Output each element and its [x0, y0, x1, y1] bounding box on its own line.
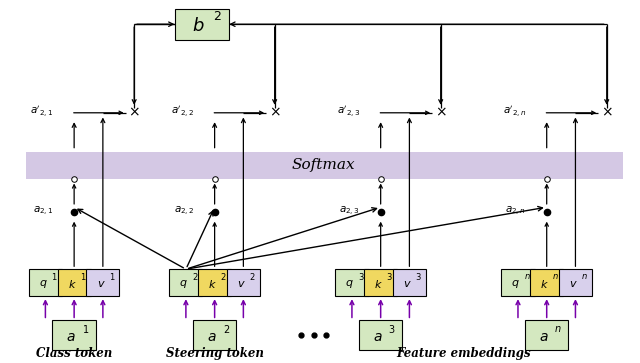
Text: $a$: $a$: [207, 330, 216, 344]
Text: $2$: $2$: [213, 10, 221, 23]
Text: $2$: $2$: [249, 272, 255, 282]
Text: $a_{2,n}$: $a_{2,n}$: [506, 205, 526, 218]
Bar: [26, 152, 623, 179]
Text: $v$: $v$: [237, 279, 246, 289]
Text: $b$: $b$: [193, 17, 205, 35]
Text: $a'_{2,1}$: $a'_{2,1}$: [30, 104, 54, 119]
Text: $\times$: $\times$: [435, 106, 447, 120]
Text: $v$: $v$: [569, 279, 578, 289]
FancyBboxPatch shape: [525, 321, 568, 350]
Text: $v$: $v$: [97, 279, 106, 289]
Text: $q$: $q$: [38, 278, 47, 290]
Text: $q$: $q$: [511, 278, 520, 290]
Text: $a_{2,2}$: $a_{2,2}$: [173, 205, 194, 218]
Text: $2$: $2$: [220, 272, 227, 282]
Text: $q$: $q$: [345, 278, 354, 290]
FancyBboxPatch shape: [364, 269, 397, 296]
Text: $k$: $k$: [208, 278, 217, 290]
FancyBboxPatch shape: [29, 269, 62, 296]
Text: $v$: $v$: [403, 279, 412, 289]
FancyBboxPatch shape: [393, 269, 426, 296]
FancyBboxPatch shape: [501, 269, 534, 296]
FancyBboxPatch shape: [227, 269, 260, 296]
Text: $3$: $3$: [387, 272, 393, 282]
FancyBboxPatch shape: [52, 321, 96, 350]
Text: $3$: $3$: [388, 323, 396, 335]
FancyBboxPatch shape: [175, 9, 229, 40]
Text: $\times$: $\times$: [601, 106, 612, 120]
Text: $a_{2,3}$: $a_{2,3}$: [339, 205, 360, 218]
FancyBboxPatch shape: [198, 269, 231, 296]
Text: $1$: $1$: [80, 272, 86, 282]
Text: Softmax: Softmax: [291, 158, 355, 172]
Text: $n$: $n$: [552, 273, 559, 281]
Text: $n$: $n$: [581, 273, 588, 281]
Text: $1$: $1$: [109, 272, 115, 282]
Text: $\times$: $\times$: [269, 106, 280, 120]
Text: Steering token: Steering token: [166, 347, 264, 360]
Text: Feature embeddings: Feature embeddings: [396, 347, 531, 360]
FancyBboxPatch shape: [530, 269, 563, 296]
Text: $1$: $1$: [51, 272, 58, 282]
Text: $k$: $k$: [68, 278, 77, 290]
Text: $3$: $3$: [358, 272, 364, 282]
Text: $k$: $k$: [374, 278, 383, 290]
Text: $q$: $q$: [179, 278, 188, 290]
Text: $a_{2,1}$: $a_{2,1}$: [33, 205, 54, 218]
FancyBboxPatch shape: [335, 269, 369, 296]
Text: $a'_{2,n}$: $a'_{2,n}$: [502, 104, 526, 119]
Text: $k$: $k$: [540, 278, 549, 290]
Text: $n$: $n$: [524, 273, 531, 281]
FancyBboxPatch shape: [193, 321, 236, 350]
Text: $a$: $a$: [539, 330, 548, 344]
FancyBboxPatch shape: [359, 321, 403, 350]
Text: $2$: $2$: [223, 323, 230, 335]
FancyBboxPatch shape: [58, 269, 91, 296]
Text: $a$: $a$: [66, 330, 76, 344]
FancyBboxPatch shape: [170, 269, 202, 296]
Text: $n$: $n$: [554, 324, 562, 334]
Text: $a$: $a$: [372, 330, 382, 344]
Text: Class token: Class token: [36, 347, 112, 360]
FancyBboxPatch shape: [559, 269, 592, 296]
Text: $\times$: $\times$: [128, 106, 140, 120]
Text: $a'_{2,3}$: $a'_{2,3}$: [337, 104, 360, 119]
Text: $3$: $3$: [415, 272, 422, 282]
Text: $2$: $2$: [191, 272, 198, 282]
FancyBboxPatch shape: [86, 269, 120, 296]
Text: $1$: $1$: [82, 323, 89, 335]
Text: $a'_{2,2}$: $a'_{2,2}$: [171, 104, 194, 119]
